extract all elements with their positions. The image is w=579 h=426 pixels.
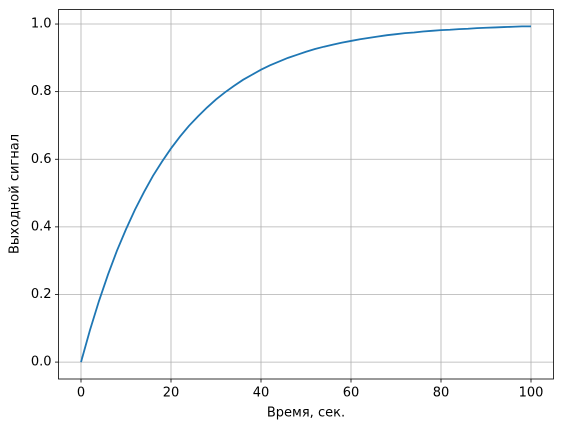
x-axis-label: Время, сек. (267, 406, 345, 421)
x-tick-label: 40 (253, 386, 270, 401)
y-tick-label: 0.4 (31, 219, 52, 234)
y-axis-label: Выходной сигнал (8, 134, 23, 254)
x-tick-label: 100 (519, 386, 544, 401)
y-tick-label: 0.0 (31, 355, 52, 370)
y-tick-label: 0.8 (31, 84, 52, 99)
plot-frame (58, 9, 554, 380)
x-tick-label: 60 (343, 386, 360, 401)
y-tick-label: 0.6 (31, 152, 52, 167)
x-tick-label: 80 (433, 386, 450, 401)
data-line (80, 25, 531, 363)
y-tick-label: 0.2 (31, 287, 52, 302)
x-tick-label: 0 (77, 386, 85, 401)
x-tick-label: 20 (163, 386, 180, 401)
y-tick-label: 1.0 (31, 17, 52, 32)
